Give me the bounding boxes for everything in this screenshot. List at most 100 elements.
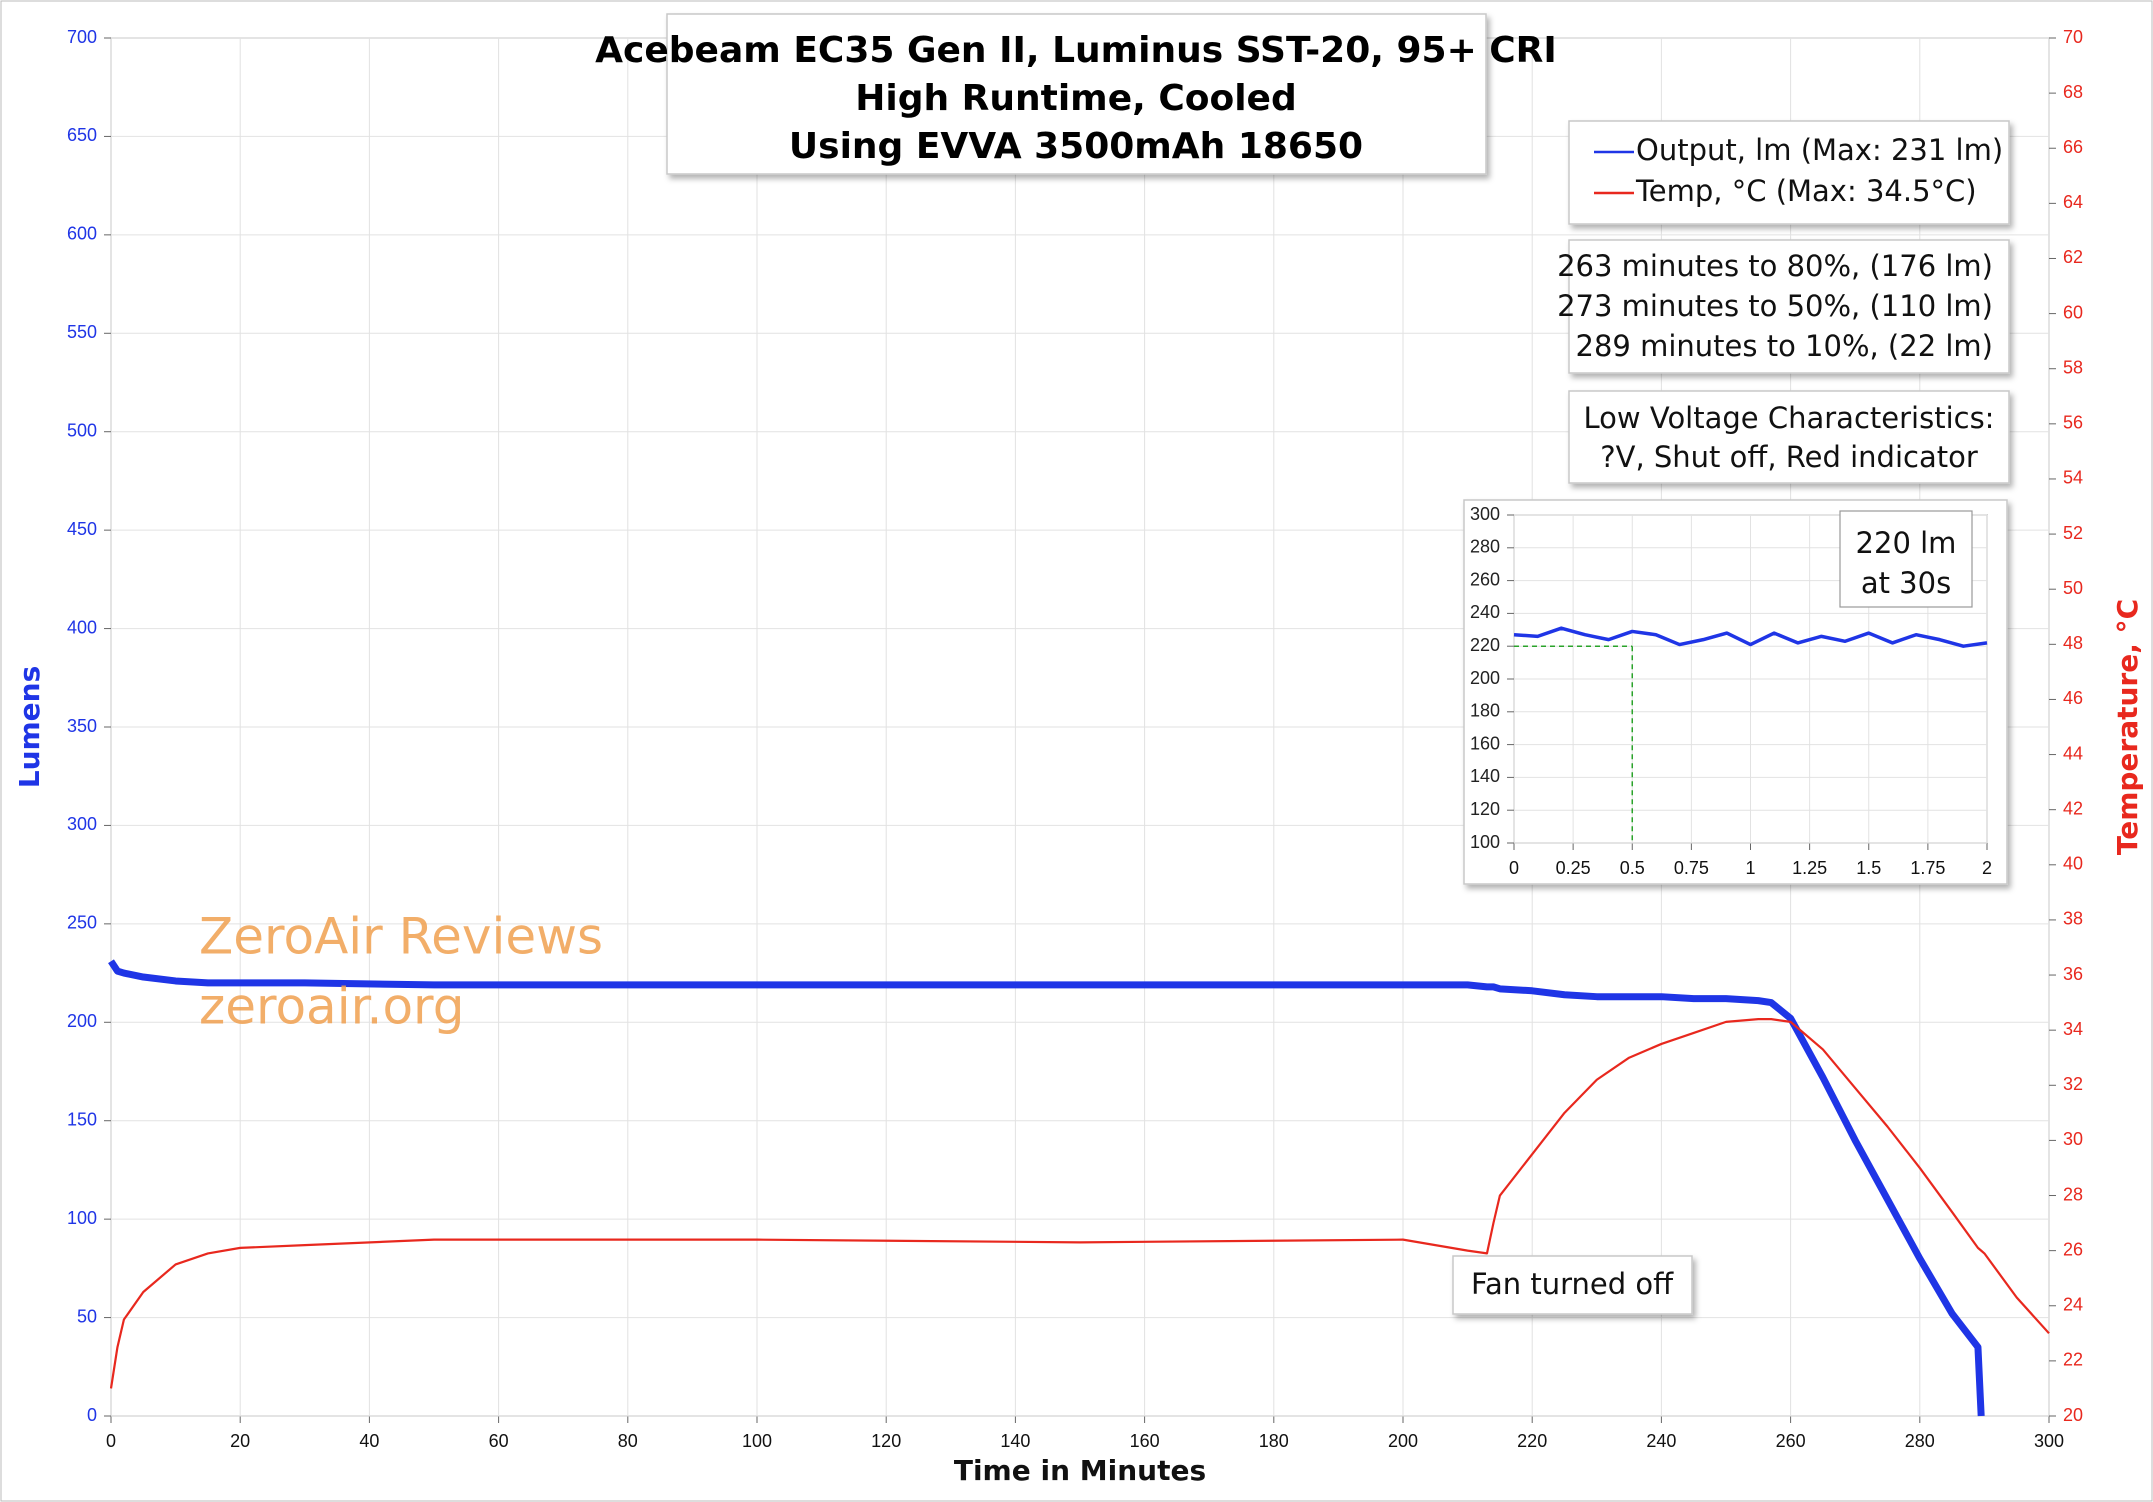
y-tick-label: 350: [67, 716, 97, 736]
y2-tick-label: 58: [2063, 357, 2083, 377]
y-tick-label: 700: [67, 27, 97, 47]
y-tick-label: 180: [1470, 701, 1500, 721]
chart-title: Acebeam EC35 Gen II, Luminus SST-20, 95+…: [595, 30, 1557, 71]
x-tick-label: 280: [1905, 1431, 1935, 1451]
y2-tick-label: 22: [2063, 1350, 2083, 1370]
x-tick-label: 0.5: [1620, 858, 1645, 878]
x-tick-label: 80: [618, 1431, 638, 1451]
y2-tick-label: 36: [2063, 964, 2083, 984]
series-line: [1513, 626, 1988, 648]
x-axis-label: Time in Minutes: [954, 1454, 1206, 1487]
x-tick-label: 0: [106, 1431, 116, 1451]
legend-label: Temp, °C (Max: 34.5°C): [1635, 174, 1977, 208]
y2-tick-label: 38: [2063, 909, 2083, 929]
chart-title: High Runtime, Cooled: [855, 78, 1296, 119]
inset-note: 220 lm: [1856, 526, 1957, 560]
y-tick-label: 0: [87, 1405, 97, 1425]
y2-tick-label: 68: [2063, 82, 2083, 102]
y-tick-label: 280: [1470, 537, 1500, 557]
inset-note-box: [1839, 510, 1973, 608]
x-tick-label: 240: [1646, 1431, 1676, 1451]
y2-tick-label: 60: [2063, 302, 2083, 322]
y-tick-label: 200: [1470, 668, 1500, 688]
y-tick-label: 600: [67, 224, 97, 244]
x-tick-label: 0.75: [1674, 858, 1709, 878]
y2-tick-label: 44: [2063, 743, 2083, 763]
y-tick-label: 100: [1470, 832, 1500, 852]
low-voltage: Low Voltage Characteristics:: [1584, 401, 1995, 435]
y2-tick-label: 50: [2063, 578, 2083, 598]
y-tick-label: 300: [67, 814, 97, 834]
x-tick-label: 1.25: [1792, 858, 1827, 878]
x-tick-label: 220: [1517, 1431, 1547, 1451]
y2-tick-label: 28: [2063, 1184, 2083, 1204]
series-line: [109, 1018, 2050, 1389]
y-tick-label: 500: [67, 420, 97, 440]
y-tick-label: 400: [67, 617, 97, 637]
y-tick-label: 150: [67, 1109, 97, 1129]
x-tick-label: 100: [742, 1431, 772, 1451]
low-voltage-box: [1568, 390, 2010, 484]
fan-box: [1452, 1255, 1693, 1315]
x-tick-label: 1: [1745, 858, 1755, 878]
x-tick-label: 20: [230, 1431, 250, 1451]
y-tick-label: 50: [77, 1306, 97, 1326]
y2-tick-label: 40: [2063, 854, 2083, 874]
y-tick-label: 250: [67, 913, 97, 933]
legend-box: [1568, 120, 2010, 225]
y2-tick-label: 46: [2063, 688, 2083, 708]
watermark: zeroair.org: [199, 978, 464, 1036]
y2-axis-label: Temperature, °C: [2111, 599, 2144, 855]
legend-label: Output, lm (Max: 231 lm): [1636, 133, 2003, 167]
x-tick-label: 180: [1259, 1431, 1289, 1451]
y-tick-label: 160: [1470, 733, 1500, 753]
y2-tick-label: 24: [2063, 1295, 2083, 1315]
y-tick-label: 220: [1470, 635, 1500, 655]
x-tick-label: 0: [1509, 858, 1519, 878]
y-tick-label: 120: [1470, 799, 1500, 819]
y2-tick-label: 66: [2063, 137, 2083, 157]
x-tick-label: 120: [871, 1431, 901, 1451]
inset-note: at 30s: [1861, 566, 1951, 600]
y2-tick-label: 42: [2063, 798, 2083, 818]
low-voltage: ?V, Shut off, Red indicator: [1600, 440, 1978, 474]
x-tick-label: 0.25: [1556, 858, 1591, 878]
x-tick-label: 40: [359, 1431, 379, 1451]
y-tick-label: 550: [67, 322, 97, 342]
y-tick-label: 140: [1470, 766, 1500, 786]
y2-tick-label: 26: [2063, 1239, 2083, 1259]
stat: 289 minutes to 10%, (22 lm): [1576, 329, 1993, 363]
x-tick-label: 160: [1130, 1431, 1160, 1451]
y-tick-label: 650: [67, 125, 97, 145]
series-line: [108, 959, 1985, 1417]
y-tick-label: 100: [67, 1208, 97, 1228]
x-tick-label: 2: [1982, 858, 1992, 878]
x-tick-label: 260: [1776, 1431, 1806, 1451]
y-tick-label: 450: [67, 519, 97, 539]
title-box: [666, 13, 1487, 175]
y2-tick-label: 64: [2063, 192, 2083, 212]
y2-tick-label: 20: [2063, 1405, 2083, 1425]
y2-tick-label: 48: [2063, 633, 2083, 653]
y2-tick-label: 62: [2063, 247, 2083, 267]
stat: 273 minutes to 50%, (110 lm): [1557, 289, 1993, 323]
x-tick-label: 300: [2034, 1431, 2064, 1451]
stats-box: [1568, 239, 2010, 374]
y2-tick-label: 30: [2063, 1129, 2083, 1149]
y-tick-label: 240: [1470, 602, 1500, 622]
watermark: ZeroAir Reviews: [199, 908, 603, 966]
y-tick-label: 260: [1470, 569, 1500, 589]
y2-tick-label: 52: [2063, 523, 2083, 543]
y2-tick-label: 54: [2063, 468, 2083, 488]
y2-tick-label: 70: [2063, 27, 2083, 47]
x-tick-label: 140: [1000, 1431, 1030, 1451]
y-tick-label: 300: [1470, 504, 1500, 524]
x-tick-label: 200: [1388, 1431, 1418, 1451]
fan-note: Fan turned off: [1471, 1267, 1674, 1301]
y-axis-label: Lumens: [13, 666, 46, 789]
x-tick-label: 1.5: [1856, 858, 1881, 878]
y2-tick-label: 32: [2063, 1074, 2083, 1094]
chart-title: Using EVVA 3500mAh 18650: [789, 126, 1363, 167]
x-tick-label: 60: [489, 1431, 509, 1451]
